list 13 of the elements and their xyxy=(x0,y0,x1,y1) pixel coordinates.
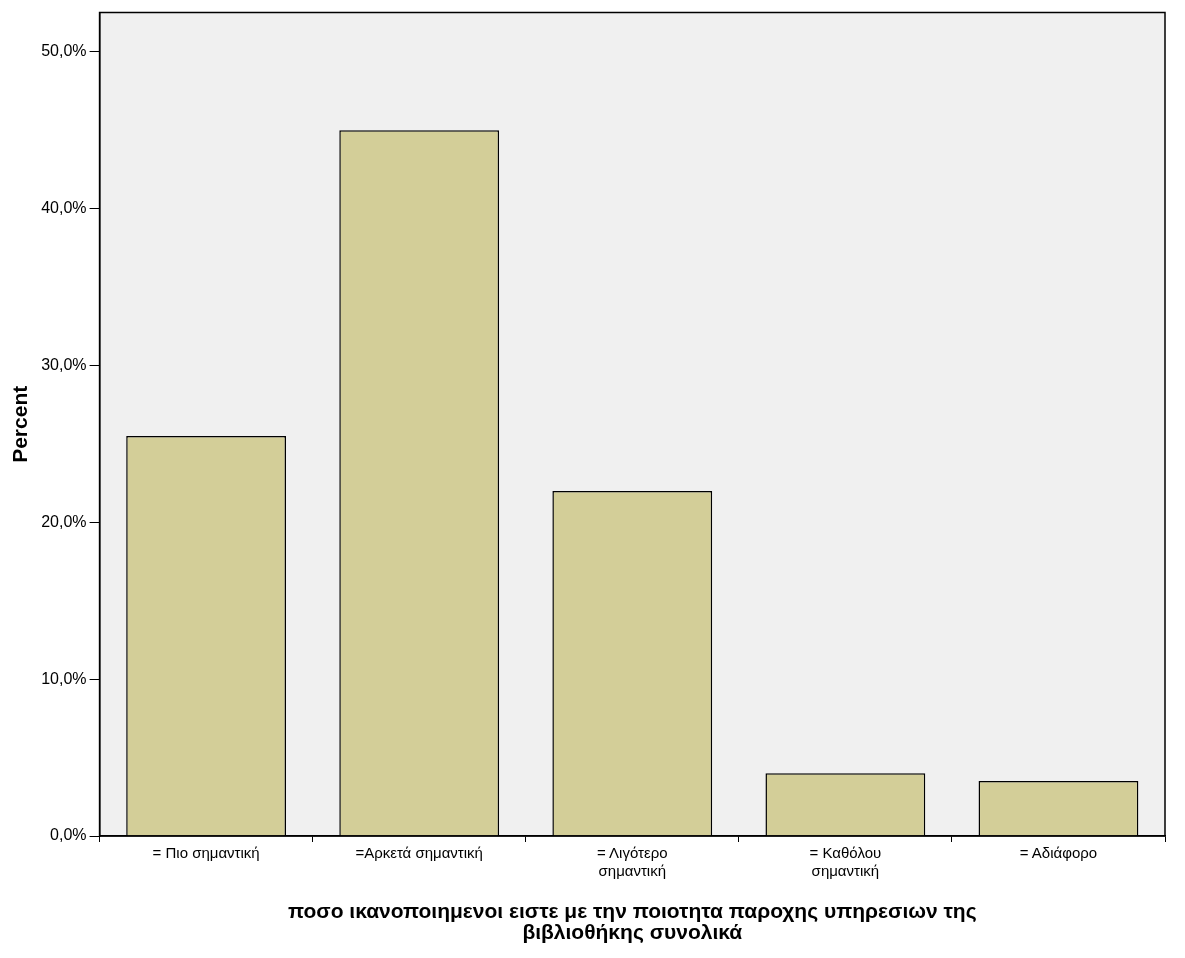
x-tick-label: = Αδιάφορο xyxy=(1019,844,1098,862)
y-tick-label: 40,0% xyxy=(41,199,87,217)
y-tick-label: 10,0% xyxy=(41,669,87,687)
x-axis-title: ποσο ικανοποιημενοι ειστε με την ποιοτητα παροχης υπηρεσιων της βιβλιοθήκης συνολικά xyxy=(287,899,977,945)
y-axis-title: Percent xyxy=(8,385,32,463)
x-tick-label: = Πιο σημαντική xyxy=(152,844,260,862)
y-tick-label: 50,0% xyxy=(41,42,87,60)
x-tick-label: = Λιγότερο σημαντική xyxy=(596,844,668,880)
x-tick-label: = Καθόλου σημαντική xyxy=(809,844,882,880)
y-tick-label: 20,0% xyxy=(41,512,87,530)
x-tick-label: =Αρκετά σημαντική xyxy=(355,844,483,862)
y-tick-label: 0,0% xyxy=(50,826,87,844)
y-tick-label: 30,0% xyxy=(41,355,87,373)
